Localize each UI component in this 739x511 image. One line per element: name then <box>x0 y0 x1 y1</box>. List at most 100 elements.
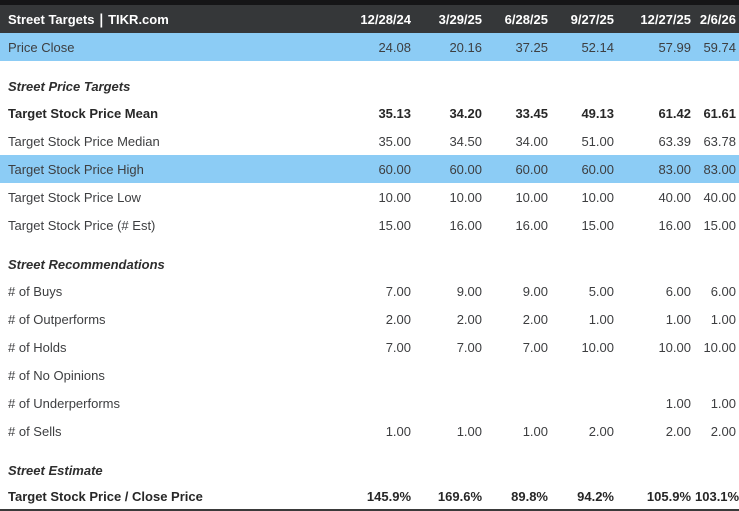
cell-value: 10.00 <box>515 189 548 205</box>
cell-value: 89.8% <box>511 488 548 504</box>
table-row[interactable]: Price Close 24.08 20.16 37.25 52.14 57.99 59.7… <box>0 33 739 61</box>
section-header-row: Street Price Targets <box>0 73 739 99</box>
cell-value: 1.00 <box>665 395 691 411</box>
table-row[interactable]: # of No Opinions <box>0 361 739 389</box>
cell-value: 10.00 <box>658 339 691 355</box>
cell-value: 2.00 <box>588 423 614 439</box>
table-title: Street Targets | TIKR.com <box>0 5 342 33</box>
table-row[interactable]: Target Stock Price High 60.00 60.00 60.00 60… <box>0 155 739 183</box>
cell-value <box>617 361 694 389</box>
section-header-label: Street Recommendations <box>8 256 165 272</box>
title-divider: | <box>99 10 104 28</box>
cell-value: 34.20 <box>449 105 482 121</box>
column-header-date-6: 2/6/26 <box>694 5 739 33</box>
table-row[interactable]: Target Stock Price / Close Price 145.9% 16… <box>0 483 739 509</box>
cell-value: 60.00 <box>485 155 551 183</box>
cell-value: 83.00 <box>617 155 694 183</box>
cell-value: 1.00 <box>522 423 548 439</box>
row-label: # of Holds <box>8 339 67 355</box>
brand-name: TIKR.com <box>108 11 169 27</box>
row-spacer <box>0 61 739 73</box>
cell-value: 7.00 <box>385 339 411 355</box>
table-row[interactable]: # of Buys 7.00 9.00 9.00 5.00 6.00 6.00 <box>0 277 739 305</box>
table-row[interactable]: Target Stock Price Mean 35.13 34.20 33.45 49… <box>0 99 739 127</box>
cell-value: 103.1% <box>695 488 739 504</box>
cell-value: 15.00 <box>581 217 614 233</box>
column-header-date-3: 6/28/25 <box>485 5 551 33</box>
cell-value: 6.00 <box>665 283 691 299</box>
spacer-row <box>0 61 739 73</box>
cell-value: 16.00 <box>515 217 548 233</box>
column-header-date-5: 12/27/25 <box>617 5 694 33</box>
row-label: Target Stock Price / Close Price <box>8 488 203 504</box>
cell-value: 60.00 <box>551 155 617 183</box>
cell-value: 63.78 <box>703 133 736 149</box>
cell-value <box>414 389 485 417</box>
section-header-row: Street Recommendations <box>0 251 739 277</box>
cell-value <box>342 361 414 389</box>
cell-value <box>485 389 551 417</box>
cell-value <box>551 361 617 389</box>
cell-value: 16.00 <box>658 217 691 233</box>
cell-value: 169.6% <box>437 488 482 504</box>
row-label: # of Outperforms <box>8 311 106 327</box>
table-header-row: Street Targets | TIKR.com 12/28/24 3/29/25… <box>0 5 739 33</box>
table-row[interactable]: Target Stock Price Median 35.00 34.50 34.00… <box>0 127 739 155</box>
cell-value: 10.00 <box>703 339 736 355</box>
cell-value: 9.00 <box>456 283 482 299</box>
cell-value: 5.00 <box>588 283 614 299</box>
cell-value: 49.13 <box>581 105 614 121</box>
row-label: # of Sells <box>8 423 62 439</box>
cell-value: 24.08 <box>342 33 414 61</box>
street-targets-table: Street Targets | TIKR.com 12/28/24 3/29/25… <box>0 5 739 509</box>
table-row[interactable]: Target Stock Price Low 10.00 10.00 10.00 10.… <box>0 183 739 211</box>
cell-value: 2.00 <box>710 423 736 439</box>
cell-value: 20.16 <box>414 33 485 61</box>
cell-value: 2.00 <box>456 311 482 327</box>
cell-value: 1.00 <box>385 423 411 439</box>
row-spacer <box>0 445 739 457</box>
cell-value: 1.00 <box>588 311 614 327</box>
cell-value: 61.42 <box>658 105 691 121</box>
cell-value: 61.61 <box>703 105 736 121</box>
row-label: Target Stock Price High <box>0 155 342 183</box>
cell-value: 1.00 <box>710 311 736 327</box>
cell-value <box>694 361 739 389</box>
cell-value: 40.00 <box>703 189 736 205</box>
row-label: Target Stock Price Low <box>8 189 141 205</box>
table-row[interactable]: # of Sells 1.00 1.00 1.00 2.00 2.00 2.00 <box>0 417 739 445</box>
cell-value: 35.13 <box>378 105 411 121</box>
cell-value: 2.00 <box>522 311 548 327</box>
cell-value: 34.50 <box>449 133 482 149</box>
cell-value: 83.00 <box>694 155 739 183</box>
cell-value: 40.00 <box>658 189 691 205</box>
cell-value: 1.00 <box>710 395 736 411</box>
row-label: # of Underperforms <box>8 395 120 411</box>
cell-value: 60.00 <box>342 155 414 183</box>
cell-value: 34.00 <box>515 133 548 149</box>
cell-value: 51.00 <box>581 133 614 149</box>
row-spacer <box>0 239 739 251</box>
table-row[interactable]: # of Underperforms 1.00 1.00 <box>0 389 739 417</box>
cell-value: 35.00 <box>378 133 411 149</box>
cell-value: 59.74 <box>694 33 739 61</box>
cell-value: 105.9% <box>646 488 691 504</box>
table-row[interactable]: # of Holds 7.00 7.00 7.00 10.00 10.00 10.00 <box>0 333 739 361</box>
row-label: # of No Opinions <box>8 367 105 383</box>
cell-value: 10.00 <box>581 339 614 355</box>
table-row[interactable]: Target Stock Price (# Est) 15.00 16.00 16.0… <box>0 211 739 239</box>
cell-value <box>414 361 485 389</box>
cell-value: 10.00 <box>581 189 614 205</box>
cell-value: 94.2% <box>577 488 614 504</box>
column-header-date-1: 12/28/24 <box>342 5 414 33</box>
cell-value: 7.00 <box>385 283 411 299</box>
column-header-date-4: 9/27/25 <box>551 5 617 33</box>
cell-value: 52.14 <box>551 33 617 61</box>
row-label: Target Stock Price (# Est) <box>8 217 156 233</box>
cell-value: 9.00 <box>522 283 548 299</box>
table-row[interactable]: # of Outperforms 2.00 2.00 2.00 1.00 1.00 1.00 <box>0 305 739 333</box>
cell-value: 6.00 <box>710 283 736 299</box>
table-body: Price Close 24.08 20.16 37.25 52.14 57.99 59.7… <box>0 33 739 509</box>
cell-value: 15.00 <box>378 217 411 233</box>
